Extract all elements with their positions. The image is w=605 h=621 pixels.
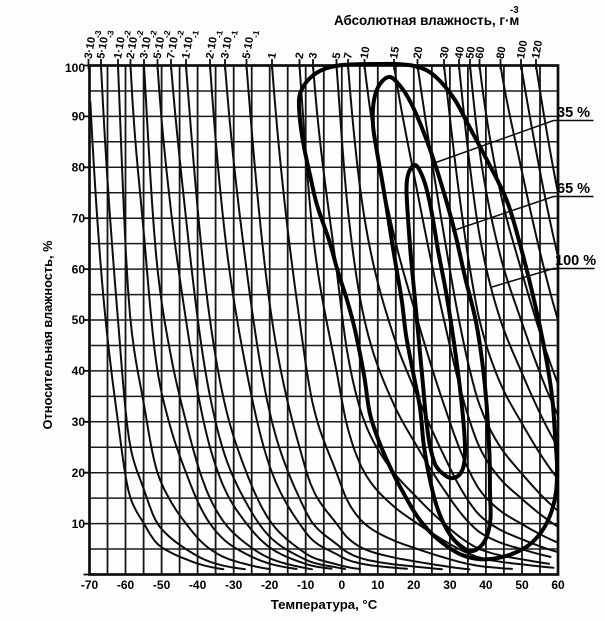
svg-text:80: 80 bbox=[72, 161, 86, 175]
svg-text:7: 7 bbox=[342, 52, 355, 60]
svg-text:10: 10 bbox=[371, 578, 385, 592]
svg-text:-3: -3 bbox=[510, 5, 519, 16]
svg-text:-70: -70 bbox=[81, 578, 99, 592]
svg-text:30: 30 bbox=[72, 415, 86, 429]
svg-text:65 %: 65 % bbox=[557, 181, 590, 197]
svg-text:60: 60 bbox=[72, 262, 86, 276]
svg-text:40: 40 bbox=[453, 46, 467, 60]
svg-text:80: 80 bbox=[495, 46, 509, 60]
svg-text:-30: -30 bbox=[225, 578, 243, 592]
svg-text:35 %: 35 % bbox=[557, 105, 590, 121]
svg-text:10: 10 bbox=[72, 517, 86, 531]
svg-text:-40: -40 bbox=[189, 578, 207, 592]
svg-text:3: 3 bbox=[307, 52, 320, 60]
svg-text:30: 30 bbox=[443, 578, 457, 592]
svg-text:2: 2 bbox=[294, 52, 307, 60]
svg-text:1: 1 bbox=[266, 52, 279, 60]
svg-text:20: 20 bbox=[407, 578, 421, 592]
svg-text:40: 40 bbox=[72, 364, 86, 378]
svg-text:Температура, °C: Температура, °C bbox=[271, 597, 378, 612]
svg-text:60: 60 bbox=[551, 578, 565, 592]
svg-text:90: 90 bbox=[72, 110, 86, 124]
svg-text:15: 15 bbox=[388, 46, 402, 60]
svg-text:5: 5 bbox=[331, 52, 344, 60]
svg-text:120: 120 bbox=[530, 40, 545, 60]
svg-text:-60: -60 bbox=[117, 578, 135, 592]
svg-text:70: 70 bbox=[72, 211, 86, 225]
svg-text:Абсолютная влажность, г·м: Абсолютная влажность, г·м bbox=[334, 13, 519, 28]
svg-text:-50: -50 bbox=[153, 578, 171, 592]
svg-text:100 %: 100 % bbox=[555, 253, 596, 269]
svg-text:30: 30 bbox=[438, 46, 452, 60]
svg-text:100: 100 bbox=[515, 40, 530, 60]
svg-text:0: 0 bbox=[338, 578, 345, 592]
svg-text:50: 50 bbox=[515, 578, 529, 592]
svg-text:50: 50 bbox=[464, 46, 478, 60]
svg-text:60: 60 bbox=[474, 46, 488, 60]
svg-text:Относительная влажность, %: Относительная влажность, % bbox=[40, 240, 55, 430]
svg-text:40: 40 bbox=[479, 578, 493, 592]
svg-text:20: 20 bbox=[72, 466, 86, 480]
svg-text:-10: -10 bbox=[297, 578, 315, 592]
svg-text:50: 50 bbox=[72, 313, 86, 327]
svg-text:-20: -20 bbox=[261, 578, 279, 592]
svg-text:10: 10 bbox=[359, 46, 373, 60]
svg-text:20: 20 bbox=[412, 46, 426, 60]
svg-text:100: 100 bbox=[65, 61, 85, 75]
